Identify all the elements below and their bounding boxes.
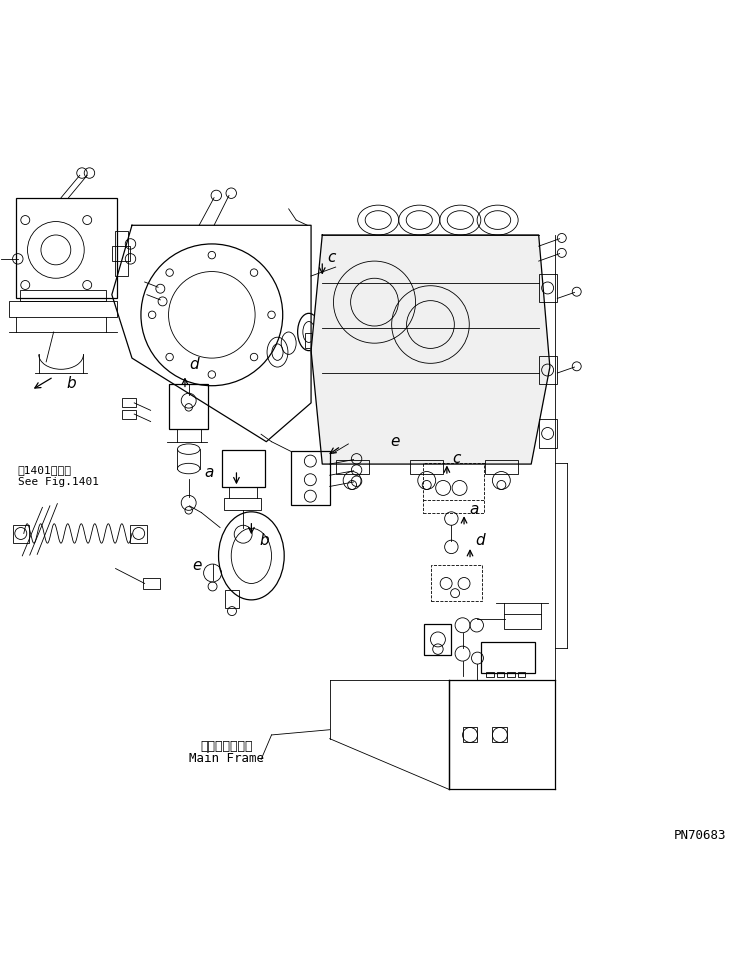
Bar xyxy=(112,246,130,261)
Text: c: c xyxy=(327,250,336,265)
Bar xyxy=(122,410,136,418)
Text: メインフレーム: メインフレーム xyxy=(201,739,253,753)
Text: a: a xyxy=(470,502,479,517)
Bar xyxy=(222,450,265,487)
Bar xyxy=(503,614,541,629)
Bar xyxy=(13,524,29,543)
Bar xyxy=(507,672,515,677)
Bar xyxy=(539,274,557,302)
Bar xyxy=(130,524,147,543)
Bar xyxy=(336,460,369,474)
Bar xyxy=(20,290,106,302)
Bar xyxy=(291,452,330,505)
Text: e: e xyxy=(192,558,201,573)
Text: c: c xyxy=(452,451,461,466)
Bar xyxy=(431,564,482,601)
Text: e: e xyxy=(390,435,399,449)
Bar xyxy=(143,578,160,589)
Bar xyxy=(486,672,494,677)
Bar xyxy=(16,198,117,298)
Bar xyxy=(225,590,239,608)
Text: d: d xyxy=(189,356,198,371)
Bar xyxy=(492,728,507,742)
Bar xyxy=(9,301,117,317)
Text: b: b xyxy=(259,533,269,547)
Bar xyxy=(169,384,208,429)
Bar xyxy=(485,460,518,474)
Bar xyxy=(224,498,261,510)
Bar xyxy=(410,460,443,474)
Text: a: a xyxy=(204,465,213,479)
Bar xyxy=(423,462,484,514)
Text: Main Frame: Main Frame xyxy=(189,752,264,765)
Bar xyxy=(122,398,136,408)
Text: d: d xyxy=(476,534,485,548)
Bar xyxy=(539,419,557,448)
Bar xyxy=(463,728,477,742)
Text: PN70683: PN70683 xyxy=(674,829,727,842)
Text: b: b xyxy=(66,376,76,391)
Bar xyxy=(425,624,452,655)
Bar xyxy=(115,231,128,276)
Text: 第1401図参照: 第1401図参照 xyxy=(18,465,72,475)
Bar xyxy=(305,332,333,348)
Bar xyxy=(539,356,557,384)
Bar xyxy=(497,672,504,677)
Text: See Fig.1401: See Fig.1401 xyxy=(18,477,99,487)
Bar xyxy=(518,672,525,677)
Polygon shape xyxy=(311,235,550,464)
Bar xyxy=(481,642,535,673)
